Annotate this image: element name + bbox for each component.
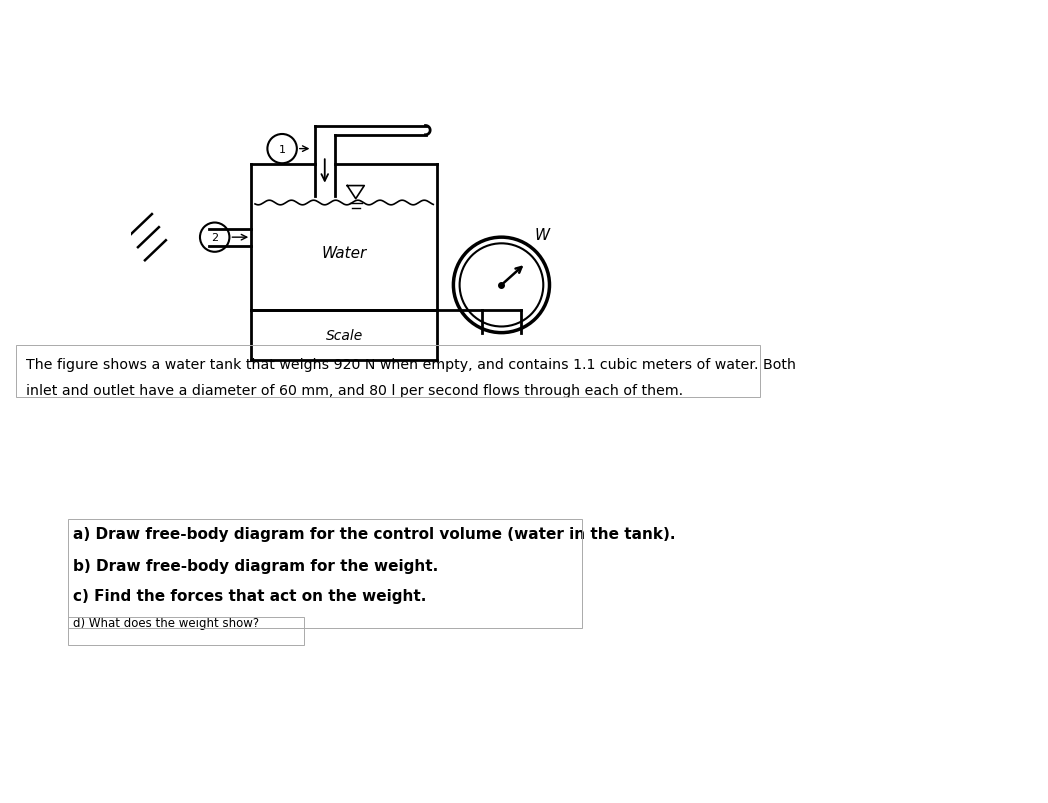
Text: 1: 1 [279, 145, 286, 154]
Text: W: W [534, 228, 549, 243]
Text: b) Draw free-body diagram for the weight.: b) Draw free-body diagram for the weight… [73, 558, 439, 573]
Circle shape [460, 244, 543, 327]
Text: c) Find the forces that act on the weight.: c) Find the forces that act on the weigh… [73, 588, 427, 603]
Text: inlet and outlet have a diameter of 60 mm, and 80 l per second flows through eac: inlet and outlet have a diameter of 60 m… [26, 384, 683, 397]
Text: The figure shows a water tank that weighs 920 N when empty, and contains 1.1 cub: The figure shows a water tank that weigh… [26, 357, 796, 371]
Text: Scale: Scale [326, 329, 363, 343]
Circle shape [454, 238, 549, 333]
Text: Water: Water [322, 246, 367, 261]
Text: d) What does the weight show?: d) What does the weight show? [73, 617, 260, 630]
Text: 2: 2 [211, 233, 218, 243]
Text: a) Draw free-body diagram for the control volume (water in the tank).: a) Draw free-body diagram for the contro… [73, 526, 676, 541]
